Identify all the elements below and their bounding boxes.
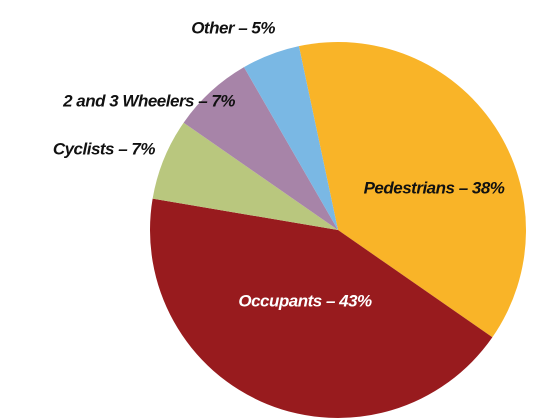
pie-slice (150, 198, 493, 418)
pie-slice (183, 67, 338, 230)
pie-slice (298, 42, 526, 338)
slice-label: Cyclists – 7% (53, 139, 156, 158)
slice-label: Pedestrians – 38% (364, 178, 505, 197)
pie-slice (152, 122, 338, 230)
slice-label: Other – 5% (191, 18, 275, 37)
pie-slice (244, 46, 338, 231)
slice-label: Occupants – 43% (238, 291, 372, 310)
slice-label: 2 and 3 Wheelers – 7% (62, 91, 235, 110)
